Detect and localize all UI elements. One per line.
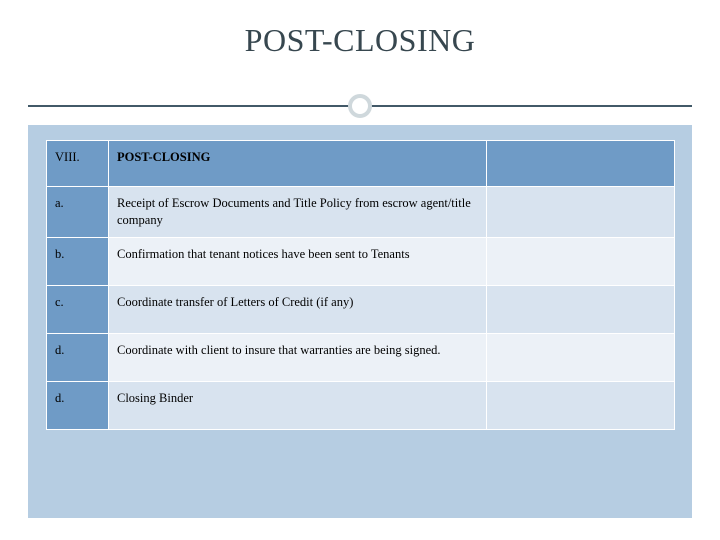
row-id: c. bbox=[47, 285, 109, 333]
row-id: b. bbox=[47, 237, 109, 285]
table-row: a. Receipt of Escrow Documents and Title… bbox=[47, 187, 675, 238]
row-id: VIII. bbox=[47, 141, 109, 187]
table-row: d. Closing Binder bbox=[47, 381, 675, 429]
row-notes bbox=[487, 381, 675, 429]
row-notes bbox=[487, 237, 675, 285]
row-id: d. bbox=[47, 381, 109, 429]
table-row: c. Coordinate transfer of Letters of Cre… bbox=[47, 285, 675, 333]
row-desc: Receipt of Escrow Documents and Title Po… bbox=[109, 187, 487, 238]
divider-circle-icon bbox=[348, 94, 372, 118]
post-closing-table: VIII. POST-CLOSING a. Receipt of Escrow … bbox=[46, 140, 675, 430]
row-notes bbox=[487, 141, 675, 187]
table-row: b. Confirmation that tenant notices have… bbox=[47, 237, 675, 285]
row-desc: Coordinate transfer of Letters of Credit… bbox=[109, 285, 487, 333]
row-id: a. bbox=[47, 187, 109, 238]
row-desc: POST-CLOSING bbox=[109, 141, 487, 187]
row-desc: Confirmation that tenant notices have be… bbox=[109, 237, 487, 285]
row-notes bbox=[487, 333, 675, 381]
title-divider bbox=[0, 86, 720, 126]
row-desc: Coordinate with client to insure that wa… bbox=[109, 333, 487, 381]
row-notes bbox=[487, 285, 675, 333]
page-title: POST-CLOSING bbox=[0, 0, 720, 59]
slide: POST-CLOSING VIII. POST-CLOSING a. Recei… bbox=[0, 0, 720, 540]
row-notes bbox=[487, 187, 675, 238]
table-row: VIII. POST-CLOSING bbox=[47, 141, 675, 187]
row-desc: Closing Binder bbox=[109, 381, 487, 429]
table-row: d. Coordinate with client to insure that… bbox=[47, 333, 675, 381]
row-id: d. bbox=[47, 333, 109, 381]
